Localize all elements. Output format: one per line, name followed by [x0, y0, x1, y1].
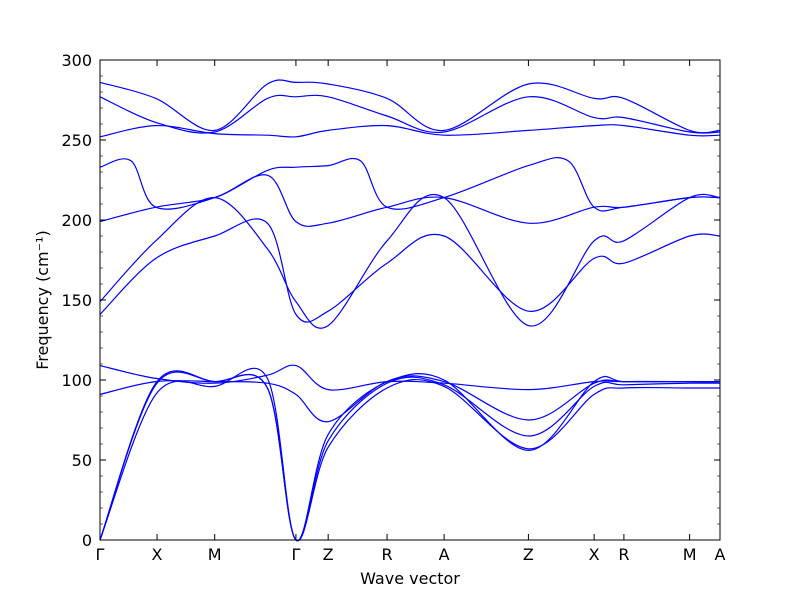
band-line [99, 94, 721, 134]
x-tick-label: Γ [96, 545, 105, 564]
band-line [99, 367, 720, 541]
y-axis-ticks: 0 50 100 150 200 250 300 [61, 51, 720, 550]
x-tick-label: A [715, 545, 726, 564]
band-line [99, 157, 721, 212]
y-tick-label: 300 [61, 51, 92, 70]
band-line [99, 371, 721, 541]
band-line [99, 370, 720, 542]
x-tick-label: R [381, 545, 392, 564]
x-tick-label: Z [323, 545, 334, 564]
x-tick-label: Γ [291, 545, 300, 564]
band-line [99, 124, 721, 138]
x-axis-label: Wave vector [360, 569, 460, 588]
x-tick-label: M [683, 545, 697, 564]
plot-frame [99, 59, 721, 541]
y-tick-label: 0 [82, 531, 92, 550]
band-line [99, 193, 721, 329]
x-tick-label: M [208, 545, 222, 564]
y-tick-label: 100 [61, 371, 92, 390]
x-tick-label: X [589, 545, 600, 564]
y-tick-label: 250 [61, 131, 92, 150]
band-line [99, 218, 721, 323]
band-curves [99, 79, 721, 542]
y-tick-label: 200 [61, 211, 92, 230]
x-tick-label: A [439, 545, 450, 564]
x-tick-label: X [152, 545, 163, 564]
y-tick-label: 50 [72, 451, 92, 470]
x-tick-label: R [618, 545, 629, 564]
y-axis-label: Frequency (cm⁻¹) [33, 230, 52, 369]
y-tick-label: 150 [61, 291, 92, 310]
band-line [99, 79, 721, 134]
x-tick-label: Z [523, 545, 534, 564]
band-line [99, 364, 720, 391]
band-line [99, 174, 721, 227]
